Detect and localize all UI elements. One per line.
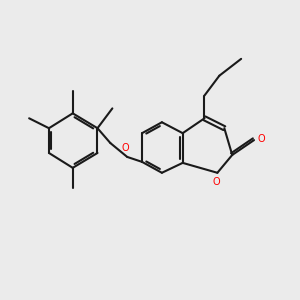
Text: O: O — [212, 177, 220, 187]
Text: O: O — [122, 143, 130, 153]
Text: O: O — [258, 134, 265, 144]
